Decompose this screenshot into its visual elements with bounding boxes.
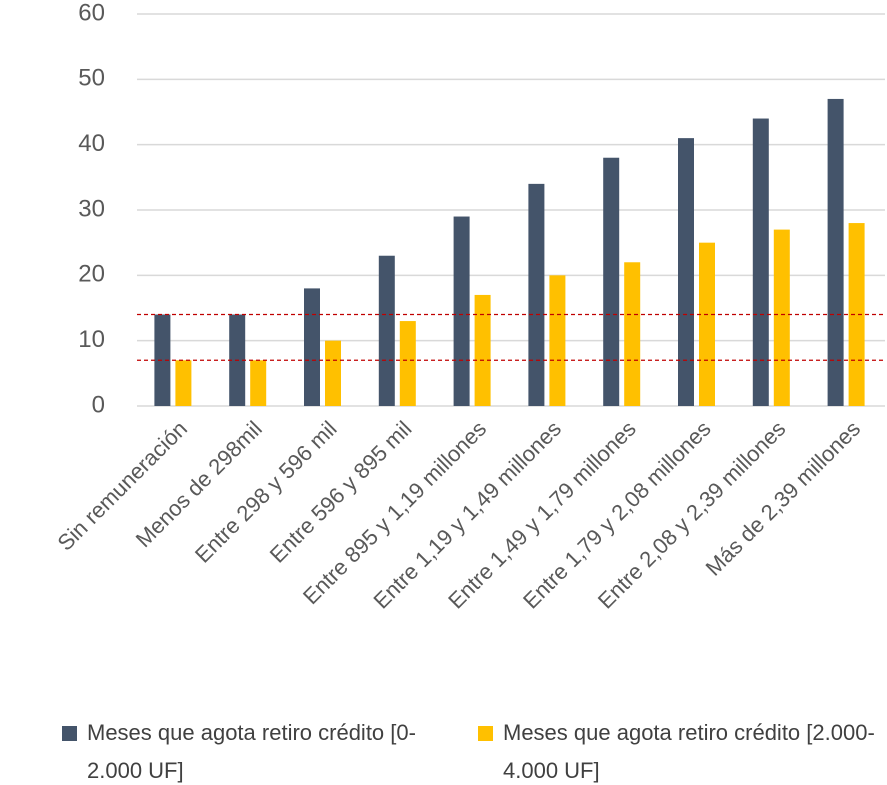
bar: [549, 275, 566, 406]
y-tick-label: 10: [78, 326, 105, 353]
y-tick-label: 20: [78, 261, 105, 288]
bar: [827, 98, 844, 406]
y-tick-label: 30: [78, 195, 105, 222]
bar: [528, 183, 545, 406]
bar: [175, 360, 192, 406]
bar: [752, 118, 769, 407]
bar: [325, 340, 341, 406]
y-tick-label: 40: [78, 130, 105, 157]
bar: [773, 229, 790, 406]
bar: [678, 138, 694, 406]
legend-label: Meses que agota retiro crédito [2.000-4.…: [503, 720, 875, 783]
y-tick-label: 50: [78, 65, 105, 92]
legend-entry: Meses que agota retiro crédito [0-2.000 …: [62, 714, 462, 785]
legend-entry: Meses que agota retiro crédito [2.000-4.…: [478, 714, 878, 785]
bar: [378, 255, 395, 406]
bar: [250, 360, 267, 406]
bar: [453, 216, 470, 406]
legend-swatch: [62, 726, 77, 741]
y-tick-label: 60: [78, 0, 105, 26]
legend-swatch: [478, 726, 493, 741]
y-tick-label: 0: [92, 391, 105, 418]
x-tick-label: Sin remuneración: [52, 416, 192, 556]
bar: [399, 321, 416, 406]
x-tick-label: Entre 298 y 596 mil: [190, 416, 342, 568]
x-tick-label: Menos de 298mil: [131, 416, 267, 552]
bar: [154, 314, 171, 406]
bar: [304, 288, 320, 406]
x-tick-label: Entre 596 y 895 mil: [265, 416, 417, 568]
legend-label: Meses que agota retiro crédito [0-2.000 …: [87, 720, 416, 783]
bar: [603, 157, 620, 406]
bar: [624, 262, 641, 406]
bar: [699, 242, 715, 406]
bar: [474, 294, 491, 406]
